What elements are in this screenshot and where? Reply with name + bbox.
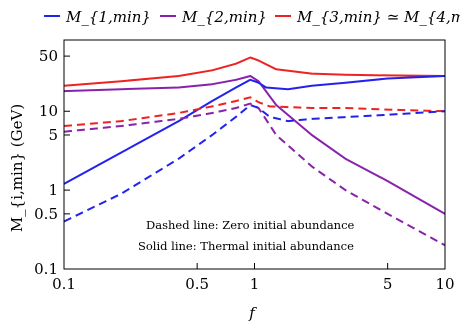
legend-label-m2: M_{2,min} <box>181 8 267 26</box>
series-dashed-3 <box>63 96 446 127</box>
y-tick-label: 0.5 <box>34 205 58 223</box>
x-tick-label: 10 <box>435 275 454 293</box>
y-tick-label: 10 <box>39 102 58 120</box>
x-tick-label: 0.1 <box>52 275 76 293</box>
y-tick-label: 1 <box>48 181 58 199</box>
x-tick-label: 5 <box>383 275 393 293</box>
legend-entry-m1: M_{1,min} <box>44 8 151 26</box>
y-axis-label: M_{i,min} (GeV) <box>8 104 26 232</box>
x-axis-label: f <box>248 304 257 322</box>
series-solid-0 <box>63 56 446 87</box>
series-solid-2 <box>63 75 446 185</box>
y-tick-label: 50 <box>39 47 58 65</box>
ticks-group: 0.1 0.5 1 5 10 0.1 0.5 1 5 10 50 <box>34 47 454 293</box>
series-solid-1 <box>63 75 446 215</box>
annotation-solid: Solid line: Thermal initial abundance <box>138 239 354 253</box>
annotation-dashed: Dashed line: Zero initial abundance <box>146 218 355 232</box>
y-tick-label: 5 <box>48 126 58 144</box>
series-group <box>63 56 446 247</box>
legend-label-m3-m4: M_{3,min} ≃ M_{4,min} <box>296 8 460 26</box>
y-tick-label: 0.1 <box>34 260 58 278</box>
legend-entry-m2: M_{2,min} <box>160 8 267 26</box>
legend-label-m1: M_{1,min} <box>65 8 151 26</box>
legend-entry-m3-m4: M_{3,min} ≃ M_{4,min} <box>275 8 460 26</box>
x-tick-label: 1 <box>250 275 260 293</box>
legend: M_{1,min} M_{2,min} M_{3,min} ≃ M_{4,min… <box>44 8 460 26</box>
series-dashed-4 <box>63 102 446 247</box>
series-dashed-5 <box>63 104 446 223</box>
x-tick-label: 0.5 <box>185 275 209 293</box>
plot-frame <box>63 39 446 270</box>
